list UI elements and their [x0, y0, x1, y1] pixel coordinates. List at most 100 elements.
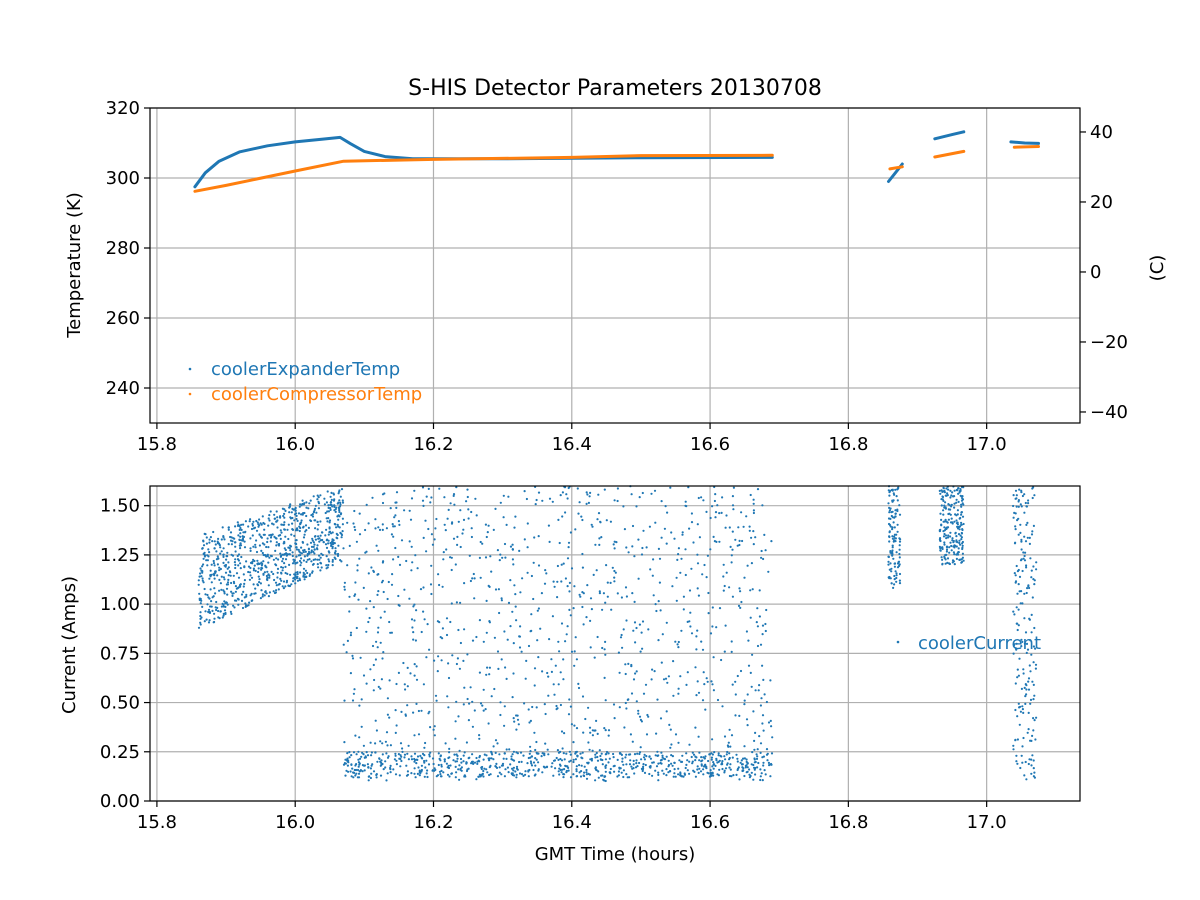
series-coolerCurrent-point	[263, 571, 266, 574]
series-coolerCurrent-point	[1016, 676, 1019, 679]
series-coolerCurrent-point	[891, 546, 894, 549]
series-coolerCurrent-point	[1012, 748, 1015, 751]
series-coolerCurrent-point	[255, 539, 258, 542]
series-coolerCurrent-point	[1014, 708, 1017, 712]
series-coolerCurrent-point	[709, 769, 712, 772]
series-coolerCurrent-point	[941, 495, 944, 498]
series-coolerCurrent-point	[638, 752, 641, 756]
series-coolerCurrent-point	[352, 751, 356, 754]
series-coolerCurrent-point	[754, 760, 757, 764]
series-coolerCurrent-point	[541, 499, 544, 502]
series-coolerCurrent-point	[387, 755, 390, 758]
series-coolerCurrent-point	[244, 520, 247, 523]
series-coolerCurrent-point	[636, 752, 639, 755]
series-coolerCurrent-point	[446, 517, 449, 520]
series-coolerCurrent-point	[254, 569, 257, 573]
series-coolerCurrent-point	[325, 567, 328, 570]
series-coolerCurrent-point	[723, 769, 726, 772]
series-coolerCurrent-point	[211, 540, 214, 543]
series-coolerCurrent-point	[486, 666, 489, 669]
series-coolerCurrent-point	[702, 768, 705, 771]
series-coolerCurrent-point	[637, 712, 640, 715]
series-coolerCurrent-point	[603, 727, 606, 730]
series-coolerCurrent-point	[651, 774, 654, 777]
series-coolerCurrent-point	[961, 556, 965, 559]
series-coolerCurrent-point	[509, 579, 512, 582]
series-coolerCurrent-point	[205, 542, 208, 545]
series-coolerCurrent-point	[717, 760, 720, 764]
series-coolerCurrent-point	[953, 553, 956, 556]
top-y2-tick-label: −20	[1090, 332, 1128, 353]
series-coolerCurrent-point	[940, 556, 943, 559]
series-coolerCurrent-point	[308, 558, 311, 561]
series-coolerCurrent-point	[488, 757, 491, 760]
series-coolerCurrent-point	[333, 504, 336, 507]
series-coolerCurrent-point	[581, 518, 584, 522]
series-coolerCurrent-point	[573, 585, 576, 588]
series-coolerCurrent-point	[634, 641, 637, 644]
series-coolerCurrent-point	[281, 566, 285, 569]
series-coolerCurrent-point	[206, 593, 209, 597]
series-coolerCurrent-point	[961, 528, 964, 531]
series-coolerCurrent-point	[248, 571, 252, 574]
series-coolerCurrent-point	[475, 635, 478, 639]
series-coolerCurrent-point	[288, 511, 291, 514]
series-coolerCurrent-point	[499, 701, 502, 704]
series-coolerCurrent-point	[607, 752, 610, 755]
series-coolerCurrent-point	[761, 756, 764, 759]
series-coolerCurrent-point	[467, 517, 470, 520]
series-coolerCurrent-point	[744, 764, 748, 767]
series-coolerCurrent-point	[237, 603, 240, 606]
series-coolerCurrent-point	[643, 771, 647, 775]
series-coolerCurrent-point	[691, 762, 694, 765]
series-coolerCurrent-point	[506, 766, 509, 769]
series-coolerCurrent-point	[239, 526, 242, 530]
series-coolerCurrent-point	[743, 699, 746, 702]
series-coolerCurrent-point	[575, 768, 578, 771]
series-coolerCurrent-point	[345, 769, 348, 772]
series-coolerCurrent-point	[959, 488, 962, 491]
series-coolerCurrent-point	[357, 598, 360, 601]
series-coolerCurrent-point	[199, 611, 202, 614]
series-coolerCurrent-point	[203, 620, 206, 623]
series-coolerCurrent-point	[675, 599, 678, 602]
series-coolerCurrent-point	[482, 775, 485, 778]
series-coolerCurrent-point	[959, 516, 962, 520]
series-coolerCurrent-point	[1033, 694, 1036, 697]
series-coolerCurrent-point	[462, 518, 466, 522]
series-coolerCurrent-point	[527, 769, 530, 772]
series-coolerCurrent-point	[293, 534, 296, 538]
series-coolerCurrent-point	[426, 775, 429, 779]
series-coolerCurrent-point	[270, 570, 273, 574]
series-coolerCurrent-point	[1032, 767, 1035, 770]
series-coolerCurrent-point	[327, 517, 330, 520]
series-coolerCurrent-point	[667, 759, 670, 762]
series-coolerCurrent-point	[609, 520, 613, 523]
series-coolerCurrent-point	[419, 772, 422, 775]
series-coolerCurrent-point	[336, 523, 339, 527]
series-coolerCurrent-point	[569, 753, 572, 756]
series-coolerCurrent-point	[1023, 592, 1026, 595]
series-coolerCurrent-point	[299, 564, 302, 567]
series-coolerCurrent-point	[255, 550, 259, 554]
series-coolerCurrent-point	[891, 535, 894, 538]
series-coolerCurrent-point	[369, 668, 372, 671]
series-coolerCurrent-point	[433, 734, 436, 737]
series-coolerCurrent-point	[586, 584, 589, 587]
series-coolerCurrent-point	[222, 555, 225, 559]
series-coolerCurrent-point	[892, 586, 895, 590]
series-coolerCurrent-point	[633, 621, 637, 624]
series-coolerCurrent-point	[327, 542, 330, 545]
series-coolerCurrent-point	[298, 577, 301, 580]
series-coolerCurrent-point	[385, 752, 388, 755]
series-coolerCurrent-point	[596, 732, 599, 736]
series-coolerCurrent-point	[469, 579, 472, 583]
series-coolerCurrent-point	[492, 528, 495, 532]
series-coolerCurrent-point	[756, 607, 759, 610]
series-coolerCurrent-point	[694, 759, 697, 762]
series-coolerCurrent-point	[561, 768, 564, 771]
bottom-x-tick-label: 15.8	[137, 812, 177, 833]
series-coolerCurrent-point	[732, 508, 735, 511]
series-coolerCurrent-point	[332, 539, 335, 542]
series-coolerCurrent-point	[563, 486, 567, 489]
